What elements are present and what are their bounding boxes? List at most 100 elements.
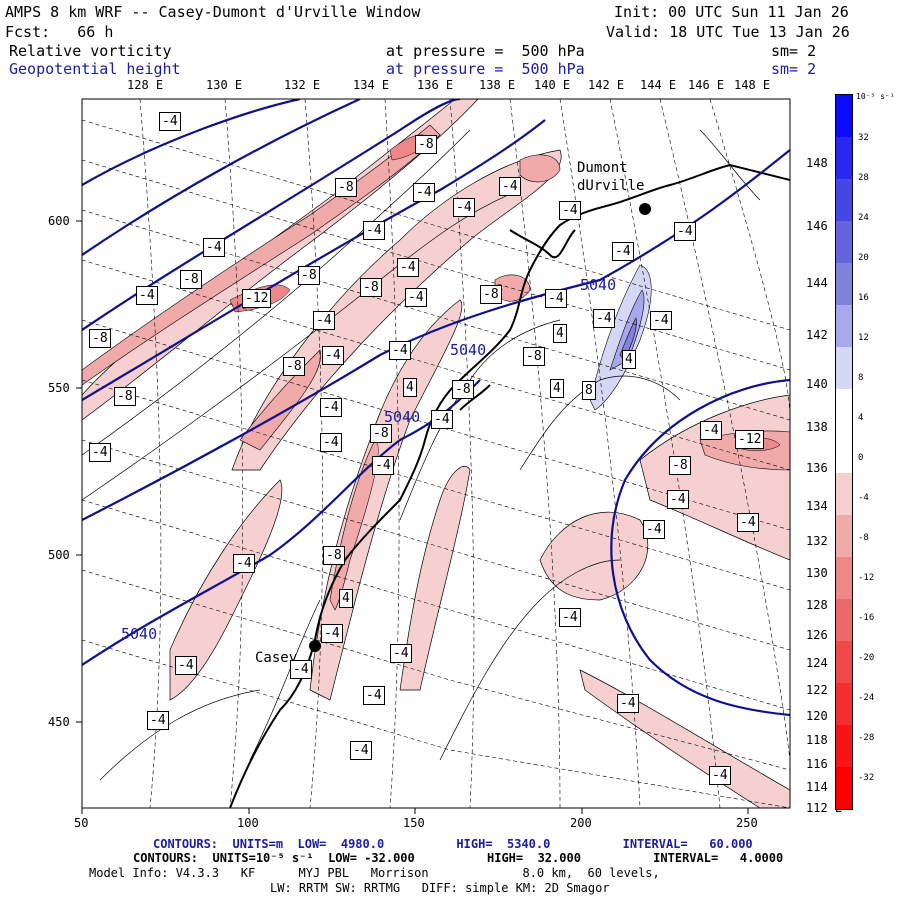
- colorbar-level-label: -20: [858, 653, 875, 663]
- vorticity-contour-label: 4: [339, 589, 353, 608]
- station-label-casey: Casey: [255, 650, 298, 666]
- vorticity-contour-label: -8: [452, 380, 474, 399]
- z500-line-1: [82, 99, 301, 186]
- colorbar-swatch: [836, 599, 852, 641]
- y-tick-label: 500: [48, 548, 70, 562]
- colorbar-level-label: -16: [858, 613, 875, 623]
- vort-pos-inner: [609, 289, 645, 371]
- colorbar-level-label: 12: [858, 333, 869, 343]
- vorticity-contour-label: -8: [415, 135, 437, 154]
- station-marker-casey: [309, 640, 321, 652]
- vorticity-contour-label: 4: [403, 378, 417, 397]
- vorticity-contour-label: -4: [413, 183, 435, 202]
- colorbar-swatch: [836, 95, 852, 137]
- vorticity-contour-label: -4: [650, 311, 672, 330]
- field1-pressure: at pressure = 500 hPa: [386, 42, 585, 60]
- vorticity-contour-label: -4: [350, 741, 372, 760]
- vorticity-contour-label: -4: [397, 258, 419, 277]
- vorticity-contour-label: -8: [360, 278, 382, 297]
- vorticity-contour-label: -12: [735, 430, 765, 449]
- vort-band-se: [579, 669, 790, 808]
- vorticity-contour-label: -4: [363, 221, 385, 240]
- colorbar-swatch: [836, 221, 852, 263]
- colorbar-level-label: 24: [858, 213, 869, 223]
- colorbar-level-label: -32: [858, 773, 875, 783]
- vorticity-contour-label: 4: [550, 379, 564, 398]
- y-tick-label: 450: [48, 715, 70, 729]
- height-label: 5040: [121, 625, 158, 643]
- colorbar-swatch: [836, 683, 852, 725]
- height-label: 5040: [384, 408, 421, 426]
- top-lon-label: 136 E: [417, 78, 454, 92]
- colorbar: [835, 94, 853, 810]
- vorticity-contour-label: 4: [622, 350, 636, 369]
- vorticity-contour-label: -4: [709, 766, 731, 785]
- vorticity-contour-label: -8: [298, 266, 320, 285]
- vorticity-contour-label: -8: [89, 329, 111, 348]
- map-content: [82, 99, 790, 808]
- valid-time: Valid: 18 UTC Tue 13 Jan 26: [606, 23, 850, 41]
- vorticity-contour-label: -4: [320, 433, 342, 452]
- vorticity-contour-label: -4: [89, 443, 111, 462]
- y-tick-label: 600: [48, 214, 70, 228]
- colorbar-level-label: 16: [858, 293, 869, 303]
- colorbar-level-label: 0: [858, 453, 864, 463]
- vorticity-contour-label: -4: [545, 289, 567, 308]
- vort-band-far-sw: [169, 479, 283, 701]
- vorticity-contour-label: -4: [559, 201, 581, 220]
- footer-model-info: Model Info: V4.3.3 KF MYJ PBL Morrison 8…: [89, 866, 660, 880]
- vorticity-contour-label: -4: [593, 309, 615, 328]
- vort-band-south: [399, 465, 471, 691]
- vorticity-contour-label: -8: [669, 456, 691, 475]
- station-label-dumont: Dumont dUrville: [577, 160, 645, 194]
- footer-height-contours: CONTOURS: UNITS=m LOW= 4980.0 HIGH= 5340…: [153, 837, 753, 851]
- top-lon-label: 146 E: [688, 78, 725, 92]
- vorticity-contour-label: -4: [405, 288, 427, 307]
- colorbar-level-label: -12: [858, 573, 875, 583]
- vorticity-contour-label: -4: [159, 112, 181, 131]
- vorticity-contour-label: -8: [114, 387, 136, 406]
- vorticity-contour-label: -4: [320, 398, 342, 417]
- vorticity-contour-label: -4: [175, 656, 197, 675]
- field2-smoothing: sm= 2: [771, 60, 817, 78]
- vorticity-shading-positive: [589, 264, 652, 411]
- x-tick-label: 250: [736, 816, 758, 830]
- z500-line-5: [82, 149, 790, 521]
- colorbar-level-label: -24: [858, 693, 875, 703]
- top-lon-label: 132 E: [284, 78, 321, 92]
- colorbar-swatch: [836, 725, 852, 767]
- vorticity-contour-label: -4: [233, 554, 255, 573]
- footer-vorticity-contours: CONTOURS: UNITS=10⁻⁵ s⁻¹ LOW= -32.000 HI…: [133, 851, 784, 865]
- vorticity-contour-label: -4: [390, 644, 412, 663]
- field1-name: Relative vorticity: [9, 42, 172, 60]
- vort-core-north: [519, 154, 561, 183]
- vorticity-contour-label: -4: [363, 686, 385, 705]
- x-tick-label: 100: [237, 816, 259, 830]
- colorbar-level-label: 4: [858, 413, 864, 423]
- vorticity-contour-label: -4: [617, 694, 639, 713]
- vort-center-south: [539, 511, 649, 601]
- map-frame: [81, 98, 791, 809]
- colorbar-swatch: [836, 515, 852, 557]
- vorticity-contour-label: -4: [322, 346, 344, 365]
- top-lon-label: 140 E: [534, 78, 571, 92]
- x-tick-label: 200: [570, 816, 592, 830]
- footer-physics: LW: RRTM SW: RRTMG DIFF: simple KM: 2D S…: [270, 881, 610, 895]
- plot-title: AMPS 8 km WRF -- Casey-Dumont d'Urville …: [5, 3, 421, 21]
- colorbar-swatch: [836, 767, 852, 809]
- colorbar-level-label: -8: [858, 533, 869, 543]
- colorbar-swatch: [836, 431, 852, 473]
- vorticity-contour-label: -8: [335, 178, 357, 197]
- vorticity-contour-label: -4: [313, 311, 335, 330]
- x-tick-label: 150: [403, 816, 425, 830]
- field2-name: Geopotential height: [9, 60, 181, 78]
- vorticity-contour-label: -4: [499, 177, 521, 196]
- vorticity-contour-label: -4: [372, 456, 394, 475]
- field2-pressure: at pressure = 500 hPa: [386, 60, 585, 78]
- init-time: Init: 00 UTC Sun 11 Jan 26: [614, 3, 849, 21]
- colorbar-level-label: 8: [858, 373, 864, 383]
- z500-line-2: [82, 99, 361, 256]
- colorbar-swatch: [836, 389, 852, 431]
- y-tick-label: 550: [48, 381, 70, 395]
